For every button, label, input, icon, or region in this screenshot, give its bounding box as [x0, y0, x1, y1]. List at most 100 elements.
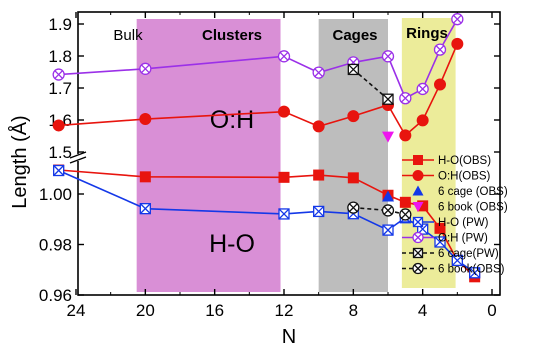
plot-frame [77, 11, 501, 296]
data-point [382, 224, 394, 236]
legend-label: 6 book (OBS) [438, 202, 508, 214]
data-point [52, 119, 65, 132]
series-1 [52, 37, 464, 142]
data-point [52, 68, 65, 81]
series-2 [382, 190, 394, 202]
series-line [352, 68, 389, 100]
annotation-oh: O:H [210, 106, 254, 134]
legend-marker [412, 170, 424, 181]
data-point [451, 37, 464, 50]
x-tick-label: 12 [275, 301, 294, 320]
y-tick-label: 1.9 [48, 15, 72, 34]
x-tick-label: 16 [205, 301, 224, 320]
x-axis-title: N [282, 326, 296, 348]
legend-marker [413, 155, 423, 165]
series-4 [53, 164, 481, 279]
legend-item: 6 book(OBS) [402, 262, 505, 276]
legend-item: 6 cage(PW) [402, 247, 499, 260]
y-axis-title: Length (Å) [8, 115, 31, 208]
data-point [347, 110, 360, 123]
data-point [278, 171, 290, 183]
data-point [139, 62, 152, 75]
data-point [416, 82, 429, 96]
data-point [434, 236, 446, 248]
data-point [451, 13, 464, 26]
data-point [469, 267, 481, 279]
data-point [313, 169, 325, 181]
y-tick-label: 0.96 [39, 286, 72, 305]
y-tick-label: 1.00 [39, 185, 72, 204]
data-point [139, 202, 151, 215]
axis-break-mark [69, 156, 87, 164]
x-tick-label: 8 [349, 301, 358, 320]
data-point [433, 43, 447, 56]
region-rings [401, 18, 456, 288]
series-7 [347, 201, 412, 221]
data-point [347, 172, 359, 184]
axis-break-gap [70, 154, 86, 161]
legend-item: H-O(OBS) [402, 155, 491, 167]
data-point [381, 50, 395, 63]
annotation-ho: H-O [209, 230, 255, 258]
legend-marker [412, 262, 424, 275]
data-point [399, 208, 412, 221]
legend-label: O:H (PW) [438, 233, 488, 245]
legend-label: O:H(OBS) [438, 171, 491, 183]
legend-marker [412, 202, 424, 212]
region-label-rings: Rings [406, 25, 448, 42]
x-tick-label: 0 [487, 301, 496, 320]
legend: H-O(OBS) O:H(OBS) 6 cage (OBS) 6 book (OBS)… [402, 155, 508, 276]
data-point [278, 105, 290, 118]
legend-marker [412, 185, 424, 196]
y-tick-label: 1.8 [48, 47, 72, 66]
legend-label: 6 book(OBS) [438, 264, 505, 276]
legend-item: 6 book (OBS) [412, 202, 508, 214]
y-tick-label: 1.5 [48, 143, 72, 162]
y-tick-label: 1.7 [48, 79, 72, 98]
data-point [416, 114, 429, 127]
data-point [312, 66, 325, 79]
series-6 [347, 63, 394, 105]
data-point [434, 222, 446, 234]
legend-marker [412, 231, 424, 244]
series-line [58, 43, 459, 137]
legend-label: 6 cage (OBS) [438, 186, 508, 198]
legend-label: H-O(OBS) [438, 155, 491, 167]
region-clusters [136, 19, 281, 292]
data-point [139, 171, 151, 183]
x-tick-label: 24 [67, 301, 86, 320]
data-point [451, 254, 463, 267]
x-tick-label: 4 [418, 301, 427, 320]
region-label-clusters: Clusters [202, 27, 262, 44]
data-point [382, 93, 394, 105]
series-3 [382, 131, 394, 143]
data-point [312, 120, 325, 133]
data-point [347, 201, 360, 214]
legend-item: H-O (PW) [402, 216, 489, 229]
data-point [434, 78, 446, 91]
data-point [381, 204, 395, 217]
data-point [399, 129, 412, 142]
data-point [277, 50, 291, 63]
data-point [382, 190, 394, 202]
region-label-bulk: Bulk [113, 27, 143, 44]
legend-label: 6 cage(PW) [438, 248, 499, 260]
legend-marker [412, 216, 424, 228]
axis-break-mark [69, 151, 87, 159]
x-tick-label: 20 [136, 301, 155, 320]
series-line [58, 18, 459, 100]
legend-item: O:H (PW) [402, 231, 488, 245]
series-5 [52, 13, 464, 105]
data-point [313, 205, 325, 218]
data-point [399, 196, 411, 208]
data-point [139, 113, 152, 126]
legend-item: 6 cage (OBS) [412, 185, 508, 198]
legend-item: O:H(OBS) [402, 170, 491, 183]
legend-label: H-O (PW) [438, 217, 489, 229]
data-point [53, 164, 65, 177]
legend-marker [412, 247, 424, 259]
data-point [347, 63, 359, 76]
data-point [399, 92, 412, 105]
data-point [382, 131, 394, 143]
